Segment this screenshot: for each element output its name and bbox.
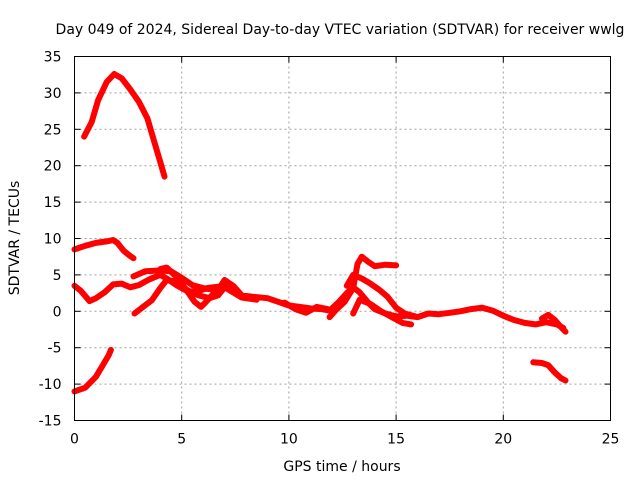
series-line-arc-e bbox=[131, 277, 260, 317]
y-axis-label: SDTVAR / TECUs bbox=[7, 181, 23, 296]
x-tick-label: 20 bbox=[494, 432, 512, 448]
y-tick-label: -10 bbox=[39, 377, 62, 393]
series-line-arc-f bbox=[130, 267, 232, 293]
series-line-arc-l bbox=[530, 359, 569, 384]
data-series bbox=[71, 71, 569, 395]
x-tick-labels: 0 5 10 15 20 25 bbox=[70, 432, 619, 448]
series-line-arc-b bbox=[71, 237, 137, 262]
chart-title: Day 049 of 2024, Sidereal Day-to-day VTE… bbox=[56, 22, 625, 38]
y-tick-label: -5 bbox=[48, 341, 62, 357]
y-tick-label: 35 bbox=[44, 50, 62, 66]
y-tick-label: 10 bbox=[44, 232, 62, 248]
y-tick-label: 5 bbox=[53, 268, 62, 284]
series-line-arc-h bbox=[326, 253, 400, 321]
axis-ticks bbox=[74, 56, 611, 421]
series-line-arc-i bbox=[343, 271, 419, 320]
y-tick-label: 15 bbox=[44, 195, 62, 211]
y-tick-label: 25 bbox=[44, 122, 62, 138]
series-line-arc-g bbox=[157, 264, 217, 310]
x-tick-label: 5 bbox=[177, 432, 186, 448]
gridlines bbox=[74, 56, 611, 421]
x-tick-label: 10 bbox=[280, 432, 298, 448]
series-line-arc-c bbox=[71, 346, 114, 395]
y-tick-label: 20 bbox=[44, 159, 62, 175]
y-tick-label: -15 bbox=[39, 414, 62, 430]
y-tick-label: 30 bbox=[44, 86, 62, 102]
series-line-arc-k bbox=[281, 299, 331, 316]
y-tick-labels: -15 -10 -5 0 5 10 15 20 25 30 35 bbox=[39, 50, 62, 430]
x-tick-label: 0 bbox=[70, 432, 79, 448]
y-tick-label: 0 bbox=[53, 304, 62, 320]
x-tick-label: 15 bbox=[387, 432, 405, 448]
x-axis-label: GPS time / hours bbox=[283, 459, 400, 475]
series-line-arc-a bbox=[81, 71, 168, 180]
series-line-arc-m bbox=[538, 311, 569, 335]
series-line-arc-j bbox=[350, 296, 415, 328]
x-tick-label: 25 bbox=[602, 432, 620, 448]
